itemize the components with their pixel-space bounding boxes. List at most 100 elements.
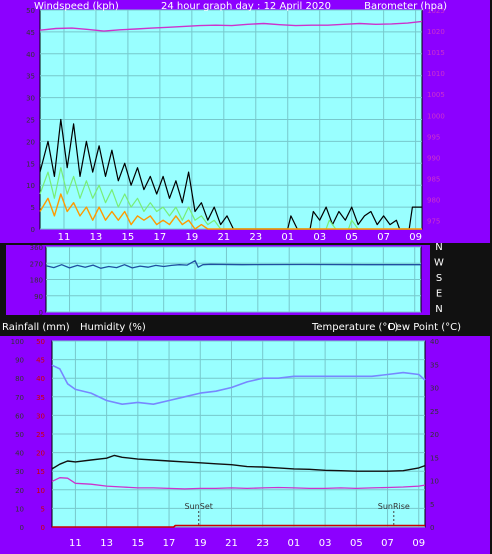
- humidity-tick-label: 20: [15, 487, 24, 495]
- humidity-axis-title: Humidity (%): [80, 322, 146, 333]
- windspeed-tick-label: 30: [26, 95, 35, 103]
- direction-tick-label: 360: [30, 244, 43, 252]
- wind-average-line: [39, 193, 422, 230]
- x-tick-label: 17: [163, 538, 176, 549]
- rainfall-tick-label: 5: [41, 505, 45, 513]
- windspeed-tick-label: 50: [26, 7, 35, 15]
- windspeed-tick-label: 0: [31, 226, 35, 234]
- direction-series-group: [45, 260, 421, 269]
- barometer-tick-label: 985: [427, 175, 440, 183]
- x-tick-label: 03: [319, 538, 332, 549]
- x-tick-label: 21: [225, 538, 238, 549]
- wind-x-tick-labels: 11 13 15 17 19 21 23 01 03 05 07 09: [58, 232, 422, 243]
- humidity-tick-label: 50: [15, 431, 24, 439]
- humidity-tick-label: 80: [15, 375, 24, 383]
- x-tick-label: 11: [58, 232, 71, 243]
- x-tick-label: 11: [69, 538, 82, 549]
- rainfall-tick-label: 35: [36, 394, 45, 402]
- x-tick-label: 05: [345, 232, 358, 243]
- temperature-tick-label: 0: [430, 524, 434, 532]
- x-tick-label: 09: [409, 232, 422, 243]
- humidity-tick-label: 0: [20, 524, 24, 532]
- rainfall-line: [52, 524, 425, 528]
- rainfall-tick-label: 50: [36, 338, 45, 346]
- x-tick-label: 07: [381, 538, 394, 549]
- barometer-tick-label: 1015: [427, 49, 445, 57]
- direction-tick-label: 0: [39, 309, 43, 317]
- x-tick-label: 15: [131, 538, 144, 549]
- temperature-tick-label: 40: [430, 338, 439, 346]
- humidity-tick-labels: 0 10 20 30 40 50 60 70 80 90 100: [11, 338, 24, 532]
- x-tick-label: 23: [249, 232, 262, 243]
- sun-marker-label: SunRise: [378, 502, 410, 511]
- barometer-tick-label: 1025: [427, 7, 445, 15]
- direction-tick-label: 180: [30, 277, 43, 285]
- windspeed-tick-label: 20: [26, 138, 35, 146]
- windspeed-tick-label: 40: [26, 51, 35, 59]
- x-tick-label: 07: [377, 232, 390, 243]
- x-tick-label: 15: [122, 232, 135, 243]
- humidity-tick-label: 10: [15, 505, 24, 513]
- windspeed-tick-label: 25: [26, 117, 35, 125]
- x-tick-label: 05: [350, 538, 363, 549]
- humidity-tick-label: 90: [15, 357, 24, 365]
- barometer-tick-label: 980: [427, 197, 440, 205]
- windspeed-tick-label: 45: [26, 29, 35, 37]
- temperature-tick-label: 20: [430, 431, 439, 439]
- humidity-line: [51, 364, 426, 406]
- x-tick-label: 13: [90, 232, 103, 243]
- direction-grid: [46, 246, 421, 313]
- wind-gust-line: [39, 118, 422, 230]
- rainfall-tick-label: 0: [41, 524, 45, 532]
- rainfall-tick-label: 25: [36, 431, 45, 439]
- wind-series-group: [39, 20, 423, 230]
- compass-label: E: [436, 289, 442, 300]
- barometer-tick-label: 1005: [427, 91, 445, 99]
- humidity-tick-label: 100: [11, 338, 24, 346]
- wind-grid: [40, 9, 422, 230]
- x-tick-label: 23: [256, 538, 269, 549]
- temperature-tick-labels: 0 5 10 15 20 25 30 35 40: [430, 338, 439, 532]
- direction-tick-labels: 0 90 180 270 360: [30, 244, 43, 317]
- x-tick-label: 19: [194, 538, 207, 549]
- barometer-line: [39, 20, 423, 32]
- temperature-series-group: [51, 364, 426, 528]
- humidity-tick-label: 30: [15, 468, 24, 476]
- wind-direction-line: [45, 260, 421, 269]
- x-tick-label: 09: [412, 538, 425, 549]
- temperature-tick-label: 5: [430, 501, 434, 509]
- humidity-tick-label: 60: [15, 412, 24, 420]
- direction-tick-label: 270: [30, 260, 43, 268]
- barometer-tick-label: 1000: [427, 112, 445, 120]
- rainfall-tick-label: 15: [36, 468, 45, 476]
- temperature-tick-label: 35: [430, 361, 439, 369]
- temperature-x-tick-labels: 11 13 15 17 19 21 23 01 03 05 07 09: [69, 538, 425, 549]
- barometer-tick-label: 1010: [427, 70, 445, 78]
- barometer-tick-label: 1020: [427, 28, 445, 36]
- temperature-tick-label: 10: [430, 478, 439, 486]
- rainfall-tick-label: 20: [36, 450, 45, 458]
- x-tick-label: 17: [154, 232, 167, 243]
- direction-tick-label: 90: [34, 293, 43, 301]
- barometer-tick-labels: 975 980 985 990 995 1000 1005 1010 1015 1020 1025: [427, 7, 445, 226]
- rainfall-tick-label: 30: [36, 412, 45, 420]
- x-tick-label: 19: [185, 232, 198, 243]
- rainfall-tick-label: 10: [36, 487, 45, 495]
- temperature-tick-label: 30: [430, 385, 439, 393]
- dewpoint-line: [51, 477, 426, 490]
- compass-label: W: [434, 258, 444, 269]
- temperature-line: [51, 454, 426, 472]
- barometer-tick-label: 975: [427, 218, 440, 226]
- chart-title: 24 hour graph day : 12 April 2020: [161, 1, 331, 12]
- temperature-grid: [52, 340, 425, 528]
- sun-marker-label: SunSet: [185, 502, 213, 511]
- compass-label: S: [436, 273, 442, 284]
- rainfall-tick-labels: 0 5 10 15 20 25 30 35 40 45 50: [36, 338, 45, 532]
- x-tick-label: 13: [100, 538, 113, 549]
- wind-y-tick-labels: 0 5 10 15 20 25 30 35 40 45 50: [26, 7, 35, 234]
- windspeed-tick-label: 15: [26, 160, 35, 168]
- compass-label: N: [435, 242, 442, 253]
- windspeed-tick-label: 10: [26, 182, 35, 190]
